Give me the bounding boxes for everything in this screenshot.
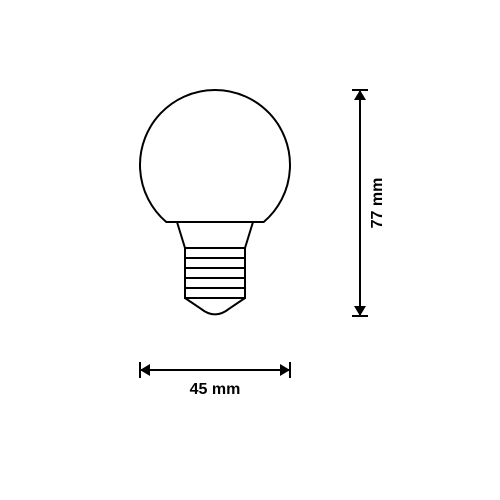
diagram-svg: 45 mm 77 mm: [0, 0, 500, 500]
height-label: 77 mm: [369, 178, 386, 229]
width-label: 45 mm: [190, 381, 241, 398]
dimension-diagram: 45 mm 77 mm: [0, 0, 500, 500]
